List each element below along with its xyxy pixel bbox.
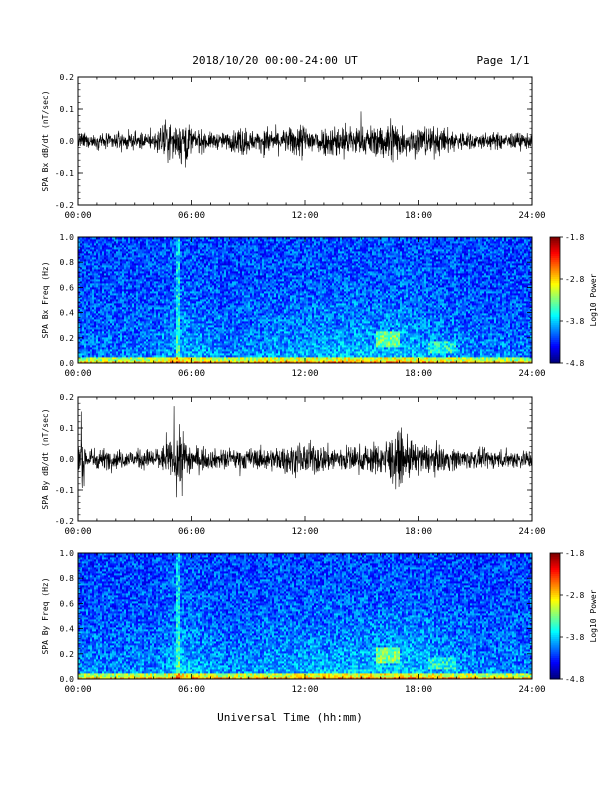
x-tick-label: 06:00 [178, 211, 205, 221]
y-tick-label: 0.1 [60, 105, 75, 114]
series-line [78, 111, 532, 167]
x-tick-label: 00:00 [64, 211, 91, 221]
spectrogram-cells [78, 237, 532, 363]
y-tick-label: -0.2 [55, 201, 74, 210]
x-axis-label: Universal Time (hh:mm) [217, 711, 363, 724]
x-tick-label: 12:00 [291, 211, 318, 221]
x-tick-label: 18:00 [405, 211, 432, 221]
y-tick-label: 0.2 [60, 73, 75, 82]
y-axis-label: SPA Bx dB/dt (nT/sec) [41, 90, 50, 191]
x-tick-label: 24:00 [518, 211, 545, 221]
y-tick-label: 0.0 [60, 137, 75, 146]
chart-panels: -0.2 -0.1 0.0 0.1 0.2 SPA Bx dB/dt (nT/sec) 00… [41, 73, 598, 695]
page-indicator: Page 1/1 [477, 54, 530, 67]
figure-title: 2018/10/20 00:00-24:00 UT [192, 54, 358, 67]
figure-canvas: 2018/10/20 00:00-24:00 UT Page 1/1 Unive… [0, 0, 612, 792]
y-tick-label: -0.1 [55, 169, 74, 178]
